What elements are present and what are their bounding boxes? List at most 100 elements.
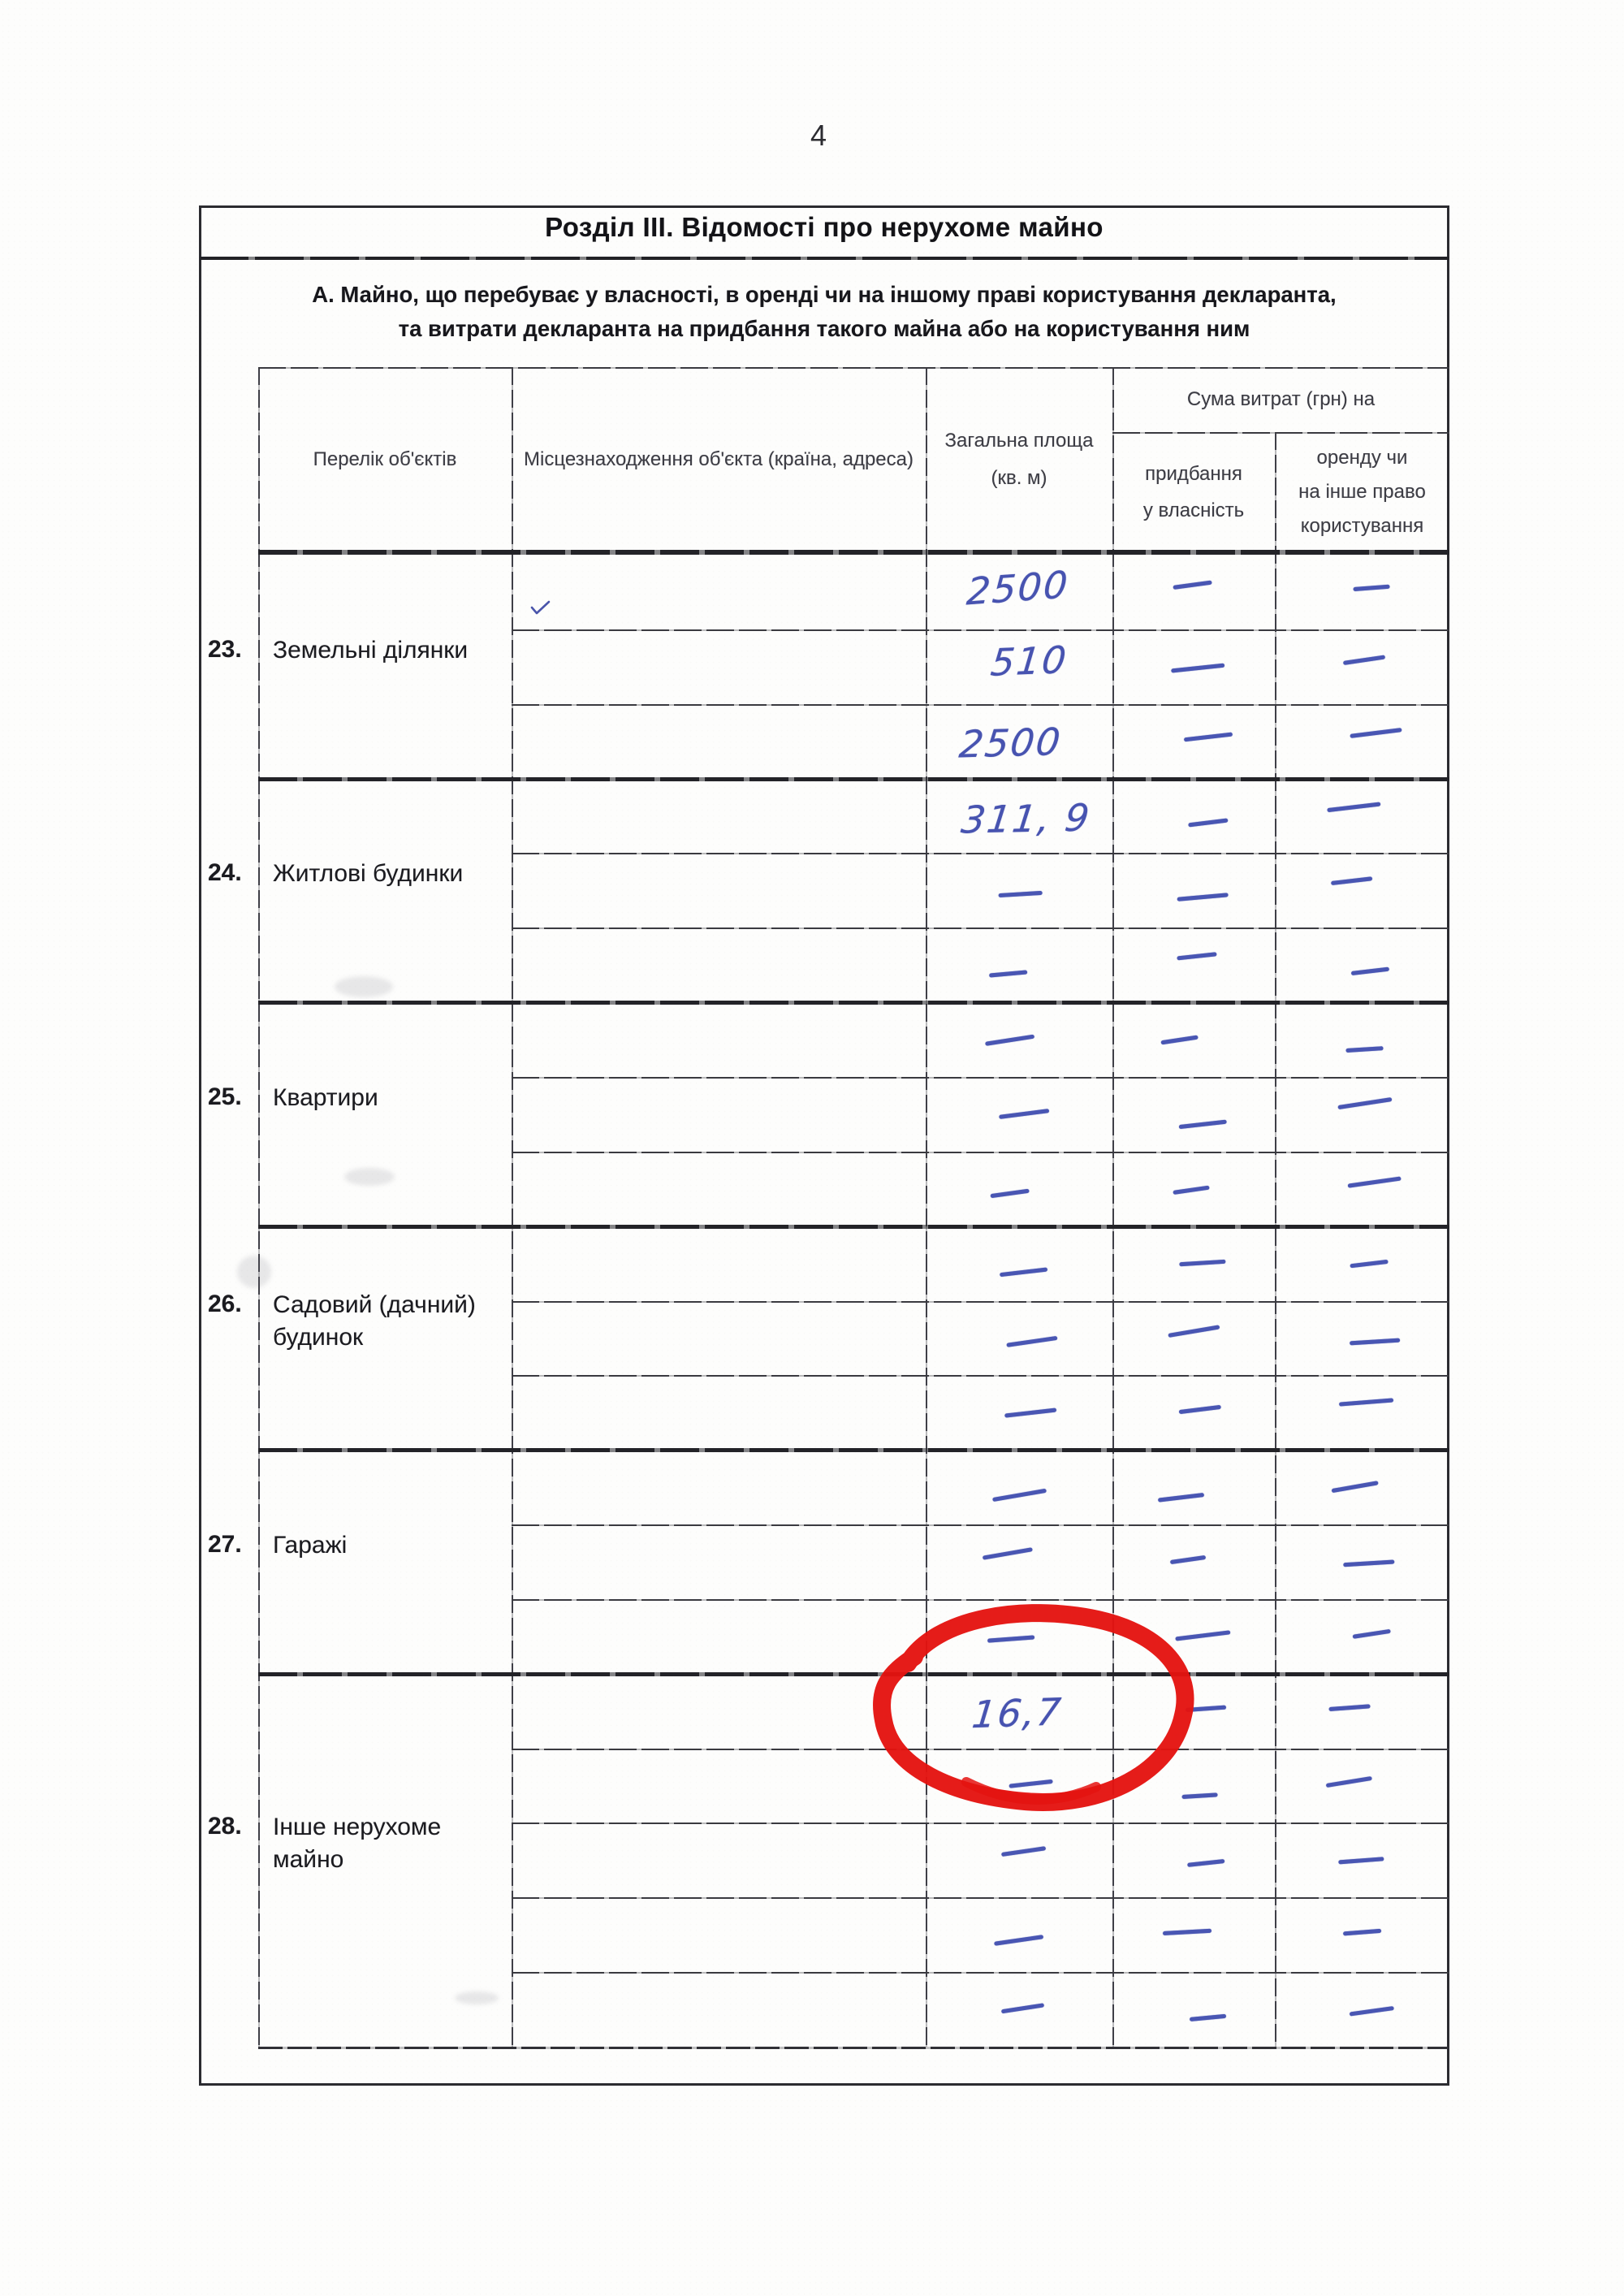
header-rent-line2: на інше право <box>1298 481 1426 503</box>
handwritten-dash <box>1353 585 1390 592</box>
handwritten-dash <box>1175 1630 1231 1641</box>
table-grid-line <box>258 1224 1449 1229</box>
scan-smudge <box>335 976 393 997</box>
row-label-cell: 25. Квартири <box>208 1002 512 1226</box>
cell-rent <box>1275 1972 1449 2047</box>
cell-area <box>926 1226 1112 1301</box>
row-label: Садовий (дачний) будинок <box>273 1291 476 1351</box>
table-grid-line <box>258 367 1449 369</box>
row-number: 26. <box>208 1291 242 1318</box>
cell-area <box>926 1749 1112 1823</box>
section-title: Розділ III. Відомості про нерухоме майно <box>545 212 1104 242</box>
cell-rent <box>1275 1674 1449 1749</box>
table-grid-line <box>512 1598 1449 1601</box>
handwritten-dash <box>1179 1259 1227 1267</box>
handwritten-dash <box>1170 663 1225 673</box>
row-number: 27. <box>208 1530 242 1558</box>
table-grid-line <box>258 2047 1449 2049</box>
header-purchase-line2: у власність <box>1142 499 1245 521</box>
cell-rent <box>1275 853 1449 927</box>
row-number: 28. <box>208 1813 242 1840</box>
handwritten-dash <box>1349 1338 1400 1346</box>
handwritten-dash <box>1001 1845 1047 1857</box>
cell-rent <box>1275 1152 1449 1226</box>
header-rent-line1: оренду чи <box>1316 447 1408 469</box>
handwritten-dash <box>1009 1779 1053 1788</box>
handwritten-dash <box>1343 1559 1395 1567</box>
table-grid-line <box>512 367 513 2047</box>
handwritten-dash <box>988 970 1027 978</box>
handwritten-dash <box>1173 581 1212 590</box>
handwritten-dash <box>1179 1119 1228 1130</box>
table-grid-line <box>258 1001 1449 1005</box>
handwritten-dash <box>1349 2005 1394 2017</box>
cell-purchase <box>1112 629 1275 704</box>
cell-area: 2500 <box>926 555 1112 629</box>
cell-rent <box>1275 1749 1449 1823</box>
cell-rent <box>1275 1077 1449 1152</box>
cell-area <box>926 1450 1112 1524</box>
handwritten-dash <box>1342 1928 1382 1936</box>
cell-rent <box>1275 1226 1449 1301</box>
cell-purchase <box>1112 1002 1275 1077</box>
handwritten-dash <box>1345 1045 1384 1053</box>
table-grid-line <box>512 1897 1449 1900</box>
table-grid-line <box>512 1076 1449 1079</box>
table-grid-line <box>512 703 1449 706</box>
header-objects: Перелік об'єктів <box>313 448 457 470</box>
handwritten-dash <box>1181 1792 1218 1800</box>
cell-rent <box>1275 1897 1449 1972</box>
cell-area: 2500 <box>926 704 1112 779</box>
row-number: 25. <box>208 1083 242 1110</box>
handwritten-dash <box>998 890 1043 897</box>
cell-purchase <box>1112 1226 1275 1301</box>
handwritten-dash <box>1162 1928 1212 1935</box>
cell-area: 311, 9 <box>926 779 1112 854</box>
cell-area <box>926 927 1112 1002</box>
table-grid-line <box>512 629 1449 631</box>
cell-rent <box>1275 1450 1449 1524</box>
table-grid-line <box>512 1524 1449 1527</box>
title-divider-line <box>200 257 1449 260</box>
handwritten-dash <box>1168 1325 1220 1338</box>
handwritten-dash <box>1187 818 1228 828</box>
handwritten-dash <box>1350 1259 1389 1269</box>
row-label: Гаражі <box>273 1531 348 1559</box>
table-grid-line <box>1112 367 1114 2047</box>
handwritten-value: 2500 <box>965 562 1071 614</box>
row-label-cell: 23. Земельні ділянки <box>208 555 512 779</box>
table-grid-line <box>512 1972 1449 1974</box>
cell-area <box>926 1077 1112 1152</box>
handwritten-dash <box>1005 1335 1057 1347</box>
row-label: Квартири <box>273 1083 378 1111</box>
scan-smudge <box>455 1991 499 2004</box>
row-label: Інше нерухоме майно <box>273 1814 442 1874</box>
header-expenses: Сума витрат (грн) на <box>1186 388 1376 410</box>
handwritten-dash <box>1342 655 1385 666</box>
document-frame <box>199 205 1449 2086</box>
handwritten-dash <box>1327 802 1381 813</box>
cell-rent <box>1275 1823 1449 1897</box>
table-grid-line <box>258 367 260 2047</box>
table-grid-line <box>512 1151 1449 1153</box>
cell-rent <box>1275 779 1449 854</box>
handwritten-dash <box>1331 876 1373 885</box>
cell-purchase <box>1112 1897 1275 1972</box>
header-total-area-line1: Загальна площа <box>944 430 1094 452</box>
handwritten-value: 510 <box>988 637 1070 685</box>
cell-rent <box>1275 1599 1449 1674</box>
table-grid-line <box>512 1375 1449 1377</box>
handwritten-dash <box>1189 2013 1226 2021</box>
handwritten-value: 2500 <box>957 719 1065 767</box>
cell-purchase <box>1112 1823 1275 1897</box>
cell-purchase <box>1112 1972 1275 2047</box>
handwritten-dash <box>1328 1704 1371 1712</box>
cell-rent <box>1275 927 1449 1002</box>
handwritten-dash <box>1347 1176 1402 1188</box>
table-grid-line <box>258 776 1449 781</box>
header-total-area: Загальна площа (кв. м) <box>926 367 1112 552</box>
handwritten-dash <box>1177 951 1216 961</box>
cell-purchase <box>1112 1674 1275 1749</box>
cell-area: 16,7 <box>926 1674 1112 1749</box>
cell-purchase <box>1112 1599 1275 1674</box>
